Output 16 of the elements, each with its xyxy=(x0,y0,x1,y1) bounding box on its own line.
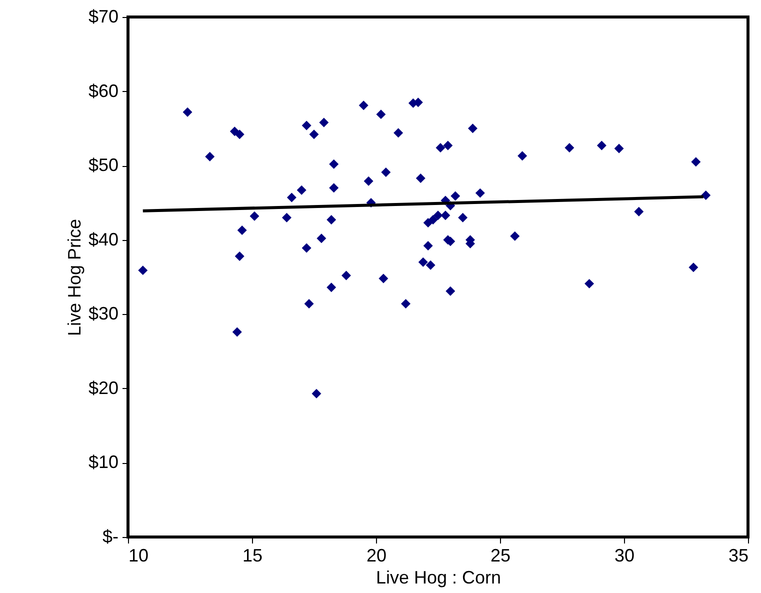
y-tick-label: $10 xyxy=(88,452,118,472)
x-tick-label: 30 xyxy=(614,546,635,566)
y-tick-label: $30 xyxy=(88,304,118,324)
x-tick-label: 35 xyxy=(728,546,748,566)
y-tick-label: $20 xyxy=(88,378,118,398)
y-tick-label: $- xyxy=(102,526,118,546)
x-tick-label: 10 xyxy=(128,546,149,566)
y-tick-label: $60 xyxy=(88,80,118,101)
y-axis-title: Live Hog Price xyxy=(64,218,84,336)
x-tick-label: 25 xyxy=(490,546,511,566)
x-tick-label: 15 xyxy=(242,546,263,566)
y-tick-label: $70 xyxy=(88,6,118,26)
y-tick-label: $40 xyxy=(88,229,118,250)
y-tick-label: $50 xyxy=(88,155,118,176)
x-axis-title: Live Hog : Corn xyxy=(376,568,502,588)
x-tick-label: 20 xyxy=(366,546,387,566)
